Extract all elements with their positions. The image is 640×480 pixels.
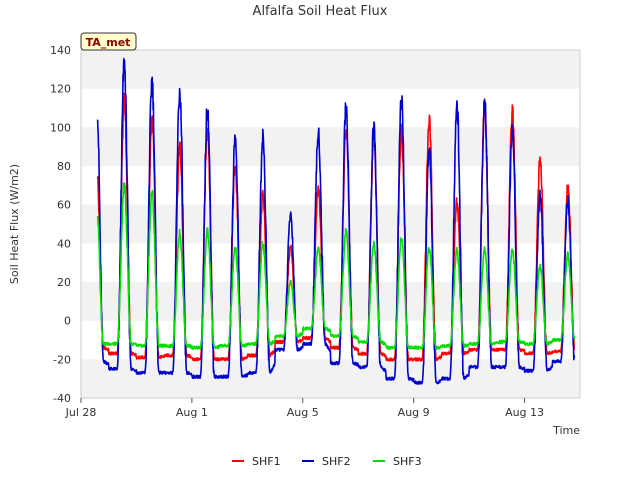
y-tick-label: -20 <box>53 353 71 366</box>
x-axis: Jul 28 Aug 1 Aug 5 Aug 9 Aug 13 <box>65 398 544 419</box>
y-tick-label: 120 <box>50 83 71 96</box>
x-tick-label: Aug 13 <box>505 406 544 419</box>
grid-band <box>81 50 580 89</box>
y-tick-label: -40 <box>53 392 71 405</box>
legend-label-shf3: SHF3 <box>393 455 422 468</box>
plot-frame <box>80 49 581 399</box>
y-tick-label: 20 <box>57 276 71 289</box>
x-tick-label: Jul 28 <box>65 406 97 419</box>
grid-band <box>81 127 580 166</box>
series-layer <box>96 57 576 385</box>
annotation-badge: TA_met <box>80 32 137 51</box>
grid-band <box>81 204 580 244</box>
grid-band <box>81 282 580 321</box>
x-tick-label: Aug 1 <box>176 406 208 419</box>
y-tick-label: 140 <box>50 44 71 57</box>
legend-label-shf2: SHF2 <box>322 455 351 468</box>
series-line-shf3 <box>96 182 576 351</box>
x-axis-title: Time <box>552 424 580 437</box>
y-tick-label: 100 <box>50 121 71 134</box>
legend-label-shf1: SHF1 <box>252 455 281 468</box>
x-tick-label: Aug 5 <box>287 406 319 419</box>
y-tick-label: 40 <box>57 237 71 250</box>
y-tick-label: 0 <box>64 315 71 328</box>
legend: SHF1 SHF2 SHF3 <box>232 455 422 468</box>
annotation-box <box>80 32 137 51</box>
y-axis-title: Soil Heat Flux (W/m2) <box>8 164 21 284</box>
y-tick-label: 60 <box>57 199 71 212</box>
annotation-label: TA_met <box>86 36 131 49</box>
y-tick-label: 80 <box>57 160 71 173</box>
x-tick-label: Aug 9 <box>398 406 430 419</box>
series-line-shf2 <box>96 57 576 385</box>
chart-title: Alfalfa Soil Heat Flux <box>253 4 388 19</box>
grid-bands <box>81 50 580 398</box>
y-axis: -40 -20 0 20 40 60 80 100 120 140 <box>50 44 71 405</box>
